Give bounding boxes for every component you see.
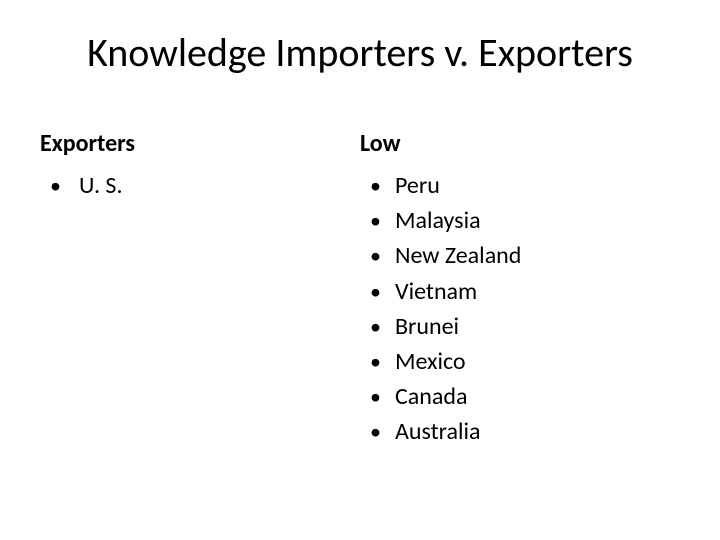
list-item-label: New Zealand — [395, 240, 521, 271]
bullet-icon: • — [370, 386, 381, 408]
list-item: • New Zealand — [360, 240, 680, 271]
list-item: • Canada — [360, 381, 680, 412]
right-column-heading: Low — [360, 129, 680, 158]
list-item: • Peru — [360, 170, 680, 201]
bullet-icon: • — [370, 351, 381, 373]
list-item-label: Malaysia — [395, 205, 481, 236]
list-item-label: U. S. — [79, 170, 123, 201]
list-item-label: Canada — [395, 381, 468, 412]
bullet-icon: • — [50, 175, 61, 197]
list-item-label: Vietnam — [395, 276, 477, 307]
slide-title: Knowledge Importers v. Exporters — [40, 28, 680, 77]
left-column: Exporters • U. S. — [40, 129, 360, 452]
list-item: • Vietnam — [360, 276, 680, 307]
bullet-icon: • — [370, 281, 381, 303]
list-item-label: Mexico — [395, 346, 466, 377]
right-column: Low • Peru • Malaysia • New Zealand • Vietnam • B… — [360, 129, 680, 452]
bullet-icon: • — [370, 210, 381, 232]
bullet-icon: • — [370, 175, 381, 197]
bullet-icon: • — [370, 421, 381, 443]
bullet-icon: • — [370, 316, 381, 338]
list-item-label: Brunei — [395, 311, 459, 342]
list-item-label: Australia — [395, 416, 481, 447]
list-item: • Australia — [360, 416, 680, 447]
list-item: • Malaysia — [360, 205, 680, 236]
list-item: • Mexico — [360, 346, 680, 377]
list-item-label: Peru — [395, 170, 440, 201]
columns-container: Exporters • U. S. Low • Peru • Malaysia • New … — [40, 129, 680, 452]
left-column-heading: Exporters — [40, 129, 360, 158]
bullet-icon: • — [370, 245, 381, 267]
list-item: • Brunei — [360, 311, 680, 342]
list-item: • U. S. — [40, 170, 360, 201]
right-column-list: • Peru • Malaysia • New Zealand • Vietnam • Brune… — [360, 170, 680, 448]
left-column-list: • U. S. — [40, 170, 360, 201]
slide-container: Knowledge Importers v. Exporters Exporte… — [0, 0, 720, 540]
